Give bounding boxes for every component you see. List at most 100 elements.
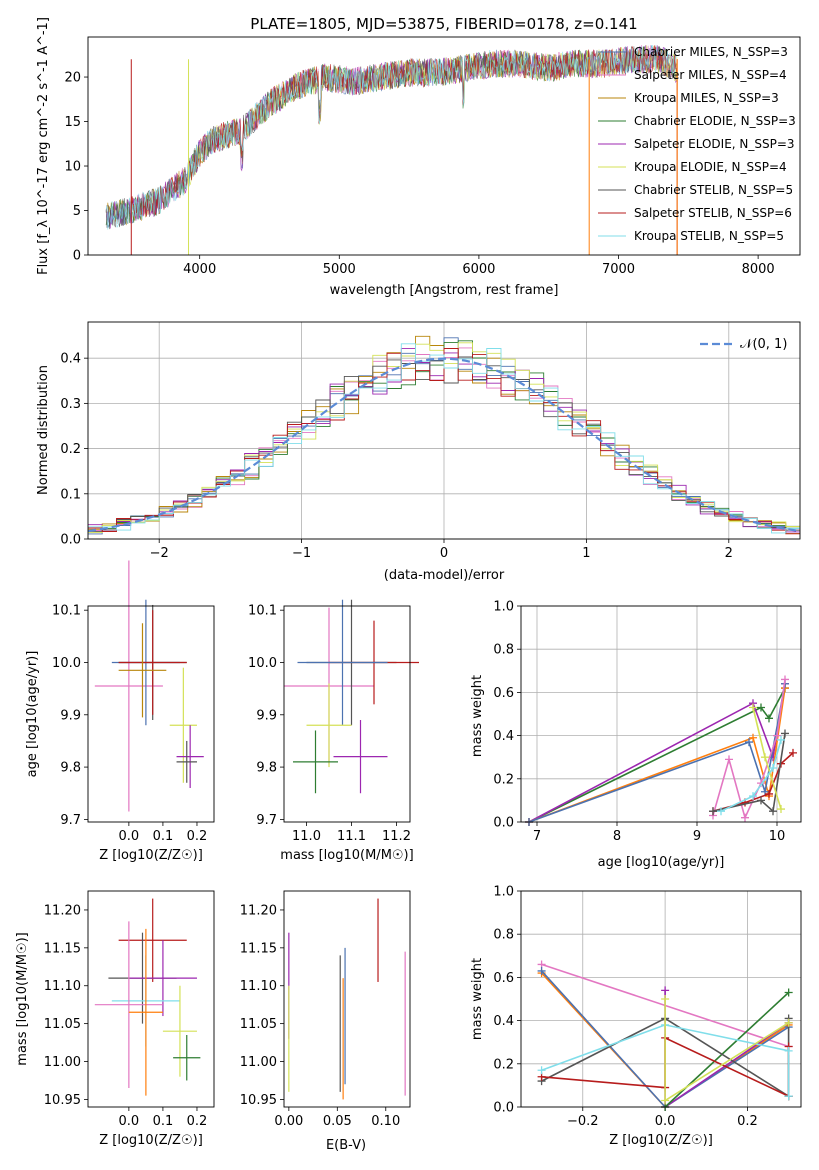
- x-tick-label: 0.2: [187, 1114, 208, 1129]
- y-tick-label: 11.00: [240, 1055, 277, 1070]
- plus-marker: [789, 748, 797, 757]
- y-tick-label: 0.6: [493, 686, 514, 701]
- x-tick-label: 8: [613, 829, 621, 844]
- massweight-vs-metallicity-panel: −0.2 0.0 0.2 0.0 0.2 0.4 0.6 0.8 1.0 Z [log10(Z/Z…: [493, 885, 802, 1148]
- axes-frame: [87, 605, 215, 823]
- plus-marker: [777, 805, 785, 814]
- plus-marker: [661, 986, 670, 995]
- mass-weight-line: [712, 733, 786, 813]
- x-tick-label: 2: [725, 546, 733, 561]
- x-tick-label: 7000: [602, 262, 635, 277]
- y-tick-label: 11.20: [240, 903, 277, 918]
- legend-label: Salpeter ELODIE, N_SSP=3: [634, 137, 795, 151]
- y-tick-label: 0.0: [493, 816, 514, 831]
- x-tick-label: 8000: [742, 262, 775, 277]
- massweight-vs-age-panel: 7 8 9 10 0.0 0.2 0.4 0.6 0.8 1.0: [493, 600, 802, 844]
- plus-marker: [749, 792, 757, 801]
- y-tick-label: 0.1: [60, 487, 81, 502]
- y-tick-label: 9.8: [60, 761, 81, 776]
- x-tick-label: 0.1: [153, 829, 174, 844]
- plus-marker: [777, 735, 785, 744]
- y-tick-label: 9.7: [60, 813, 81, 828]
- y-tick-label: 0: [73, 249, 81, 264]
- mass-weight-line: [541, 1024, 790, 1097]
- y-tick-label: 10.0: [248, 656, 277, 671]
- mass-weight-line: [528, 687, 786, 823]
- x-axis-label: Z [log10(Z/Z☉)]: [99, 1133, 203, 1148]
- y-tick-label: 11.05: [240, 1017, 277, 1032]
- y-tick-label: 11.05: [44, 1017, 81, 1032]
- legend-label: Chabrier STELIB, N_SSP=5: [634, 183, 793, 197]
- y-tick-label: 9.9: [60, 708, 81, 723]
- spectrum-ylabel: Flux [f_λ 10^-17 erg cm^-2 s^-1 A^-1]: [36, 17, 51, 275]
- y-tick-label: 0.4: [493, 1014, 514, 1029]
- legend-label: Chabrier ELODIE, N_SSP=3: [634, 114, 796, 128]
- mass-weight-line: [528, 687, 786, 823]
- axes-frame: [87, 36, 801, 256]
- legend-label: Kroupa STELIB, N_SSP=5: [634, 229, 784, 243]
- y-tick-label: 10: [64, 160, 81, 175]
- y-tick-label: 11.20: [44, 903, 81, 918]
- plus-marker: [757, 703, 765, 712]
- x-tick-label: 11.2: [382, 829, 411, 844]
- plus-marker: [661, 1096, 670, 1105]
- x-axis-label: Z [log10(Z/Z☉)]: [99, 848, 203, 863]
- x-tick-label: 0.2: [737, 1114, 758, 1129]
- plus-marker: [537, 1066, 546, 1075]
- y-tick-label: 0.2: [493, 772, 514, 787]
- y-tick-label: 5: [73, 204, 81, 219]
- plus-marker: [765, 714, 773, 723]
- resid-ylabel: Normed distribution: [36, 365, 51, 495]
- mw-z-ylabel: mass weight: [470, 958, 485, 1040]
- residual-histogram: [88, 343, 800, 534]
- legend-label: Chabrier MILES, N_SSP=3: [634, 45, 788, 59]
- y-axis-label: mass [log10(M/M☉)]: [15, 932, 30, 1065]
- axes-frame: [87, 321, 801, 540]
- legend-label: 𝒩(0, 1): [740, 337, 787, 352]
- x-tick-label: 0.00: [274, 1114, 303, 1129]
- x-tick-label: −2: [150, 546, 169, 561]
- x-tick-label: 6000: [462, 262, 495, 277]
- mass-weight-line: [528, 683, 786, 823]
- plus-marker: [537, 966, 546, 975]
- plus-marker: [661, 995, 670, 1003]
- x-tick-label: 0.1: [153, 1114, 174, 1129]
- x-tick-label: 0.05: [323, 1114, 352, 1129]
- plus-marker: [749, 733, 757, 742]
- axes-frame: [520, 605, 802, 823]
- y-tick-label: 0.6: [493, 971, 514, 986]
- x-tick-label: 7: [533, 829, 541, 844]
- plus-marker: [741, 813, 749, 822]
- plus-marker: [709, 807, 717, 816]
- plus-marker: [781, 729, 789, 738]
- y-tick-label: 10.95: [240, 1093, 277, 1108]
- mass-ebv-xlabel: E(B-V): [326, 1138, 366, 1153]
- x-tick-label: 0.2: [187, 829, 208, 844]
- plus-marker: [749, 703, 757, 712]
- gaussian-curve: [87, 357, 801, 533]
- mass-weight-line: [664, 991, 790, 1108]
- plus-marker: [784, 1092, 793, 1101]
- y-tick-label: 1.0: [493, 600, 514, 615]
- x-tick-label: 9: [693, 829, 701, 844]
- y-tick-label: 15: [64, 115, 81, 130]
- y-tick-label: 9.8: [256, 761, 277, 776]
- residuals-panel: −2 −1 0 1 2 0.0 0.1 0.2 0.3 0.4 𝒩(0, 1): [60, 321, 801, 561]
- legend-label: Salpeter STELIB, N_SSP=6: [634, 206, 792, 220]
- plus-marker: [745, 738, 753, 747]
- plus-marker: [725, 755, 733, 764]
- figure-title: PLATE=1805, MJD=53875, FIBERID=0178, z=0…: [250, 15, 637, 33]
- x-axis-label: Z [log10(Z/Z☉)]: [609, 1133, 713, 1148]
- age-vs-mass-panel: 11.0 11.1 11.2 9.7 9.8 9.9 10.0 10.1 mass [log10…: [248, 599, 419, 863]
- y-tick-label: 10.1: [248, 604, 277, 619]
- x-tick-label: 0: [440, 546, 448, 561]
- x-tick-label: 0.0: [119, 829, 140, 844]
- mw-age-xlabel: age [log10(age/yr)]: [598, 855, 725, 870]
- mw-age-ylabel: mass weight: [470, 675, 485, 757]
- y-tick-label: 10.0: [52, 656, 81, 671]
- y-tick-label: 20: [64, 71, 81, 86]
- y-tick-label: 0.4: [60, 352, 81, 367]
- y-tick-label: 0.0: [60, 533, 81, 548]
- age-vs-metallicity-panel: 0.0 0.1 0.2 9.7 9.8 9.9 10.0 10.1 Z [log10(Z/Z☉)…: [25, 560, 215, 863]
